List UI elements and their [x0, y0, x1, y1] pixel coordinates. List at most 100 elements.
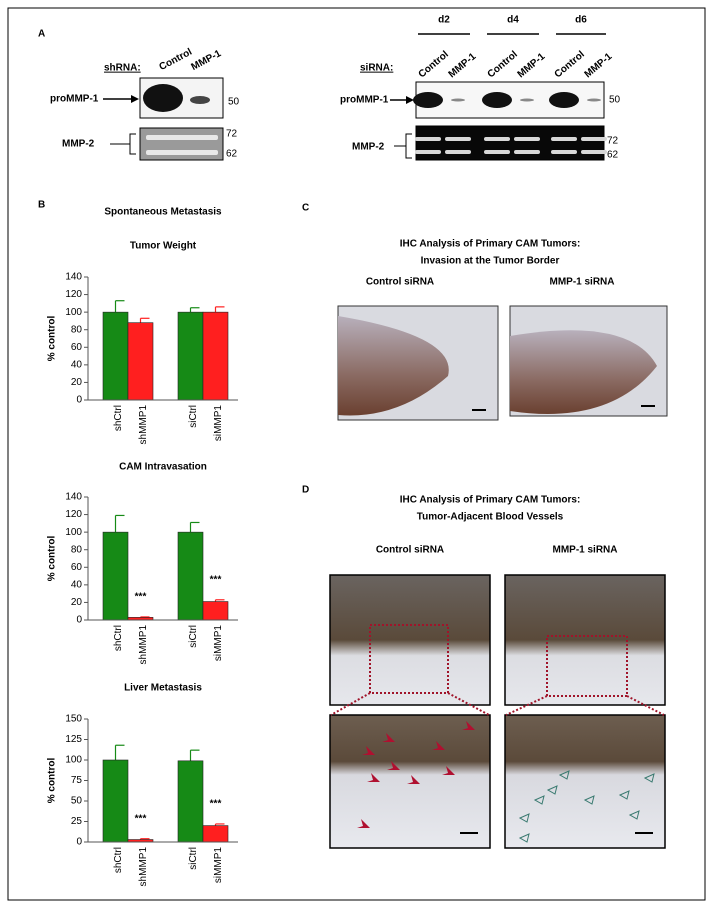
y-tick-label: 20 — [71, 597, 83, 608]
lane-label: Control — [157, 46, 194, 73]
x-tick-label: siMMP1 — [213, 405, 224, 442]
tissue — [510, 330, 657, 414]
panel-title: Spontaneous Metastasis — [104, 207, 222, 218]
blot-band — [587, 98, 601, 102]
x-tick-label: siMMP1 — [213, 847, 224, 884]
significance: *** — [135, 592, 147, 603]
y-tick-label: 60 — [71, 342, 83, 353]
marker-label: 72 — [226, 129, 238, 140]
significance: *** — [210, 799, 222, 810]
blot-band — [484, 150, 510, 154]
bar — [102, 531, 129, 621]
marker-label: 62 — [226, 149, 238, 160]
y-tick-label: 120 — [65, 289, 82, 300]
y-tick-label: 100 — [65, 755, 82, 766]
micrograph — [504, 714, 666, 849]
blot-band — [549, 92, 579, 108]
x-tick-label: shCtrl — [113, 847, 124, 873]
blot-band — [415, 150, 441, 154]
lane-label: Control — [486, 49, 520, 80]
panel-title: IHC Analysis of Primary CAM Tumors: — [400, 495, 581, 506]
lane-label: Control — [417, 49, 451, 80]
arrowhead-marker — [643, 773, 655, 783]
chart-title: CAM Intravasation — [119, 462, 207, 473]
y-tick-label: 140 — [65, 272, 82, 283]
y-tick-label: 40 — [71, 579, 83, 590]
micrograph — [329, 574, 491, 706]
arrowhead-marker — [533, 795, 545, 805]
bar — [177, 531, 204, 621]
lane-label: MMP-1 — [516, 51, 548, 80]
arrow-marker — [382, 733, 395, 742]
panel-title: Invasion at the Tumor Border — [421, 256, 560, 267]
inset-box — [369, 624, 449, 694]
blot-band — [551, 137, 577, 141]
bar — [127, 322, 154, 401]
significance: *** — [135, 813, 147, 824]
y-axis-label: % control — [47, 758, 58, 804]
lane-label: MMP-1 — [583, 51, 615, 80]
inset-connector — [626, 695, 665, 716]
y-tick-label: 60 — [71, 562, 83, 573]
arrow-marker — [357, 819, 370, 828]
panel-title: Tumor-Adjacent Blood Vessels — [417, 512, 564, 523]
y-axis-label: % control — [47, 316, 58, 362]
y-tick-label: 0 — [76, 395, 82, 406]
lane-label: MMP-1 — [189, 48, 223, 73]
x-tick-label: shCtrl — [113, 405, 124, 431]
blot-panel — [139, 127, 224, 161]
blot-label: shRNA: — [104, 63, 141, 74]
tissue — [338, 316, 449, 416]
blot-band — [143, 84, 183, 112]
blot-band — [146, 135, 218, 140]
arrow-marker — [442, 766, 455, 775]
day-label: d4 — [507, 15, 519, 26]
arrow-marker — [387, 761, 400, 770]
x-tick-label: shMMP1 — [138, 847, 149, 887]
y-axis-label: % control — [47, 536, 58, 582]
arrow-marker — [367, 773, 380, 782]
x-tick-label: shMMP1 — [138, 405, 149, 445]
y-tick-label: 100 — [65, 307, 82, 318]
arrow-head — [406, 96, 414, 104]
micrograph — [329, 714, 491, 849]
marker-label: 62 — [607, 150, 619, 161]
y-tick-label: 125 — [65, 734, 82, 745]
x-tick-label: siMMP1 — [213, 625, 224, 662]
blot-band — [413, 92, 443, 108]
blot-band — [445, 150, 471, 154]
bracket — [394, 133, 412, 159]
arrowhead-marker — [618, 790, 630, 800]
y-tick-label: 0 — [76, 837, 82, 848]
bar — [177, 311, 204, 401]
blot-band — [551, 150, 577, 154]
bracket — [110, 133, 136, 155]
inset-connector — [505, 695, 548, 716]
bar — [177, 760, 204, 843]
band-label: proMMP-1 — [50, 94, 99, 105]
inset-connector — [330, 692, 371, 716]
arrowhead-marker — [518, 813, 530, 823]
bar — [102, 311, 129, 401]
y-tick-label: 25 — [71, 816, 83, 827]
panel-title: IHC Analysis of Primary CAM Tumors: — [400, 239, 581, 250]
day-label: d2 — [438, 15, 450, 26]
y-tick-label: 20 — [71, 377, 83, 388]
band-label: MMP-2 — [62, 139, 95, 150]
y-tick-label: 100 — [65, 527, 82, 538]
lane-label: MMP-1 — [447, 51, 479, 80]
arrowhead-marker — [558, 770, 570, 780]
y-tick-label: 120 — [65, 509, 82, 520]
panel-label: B — [38, 200, 45, 211]
x-tick-label: siCtrl — [188, 405, 199, 428]
figure-border — [7, 7, 706, 901]
band-label: proMMP-1 — [340, 95, 389, 106]
blot-band — [451, 98, 465, 102]
panel-label: D — [302, 485, 309, 496]
y-tick-label: 0 — [76, 615, 82, 626]
arrowhead-marker — [518, 833, 530, 843]
x-tick-label: shMMP1 — [138, 625, 149, 665]
x-tick-label: shCtrl — [113, 625, 124, 651]
y-tick-label: 50 — [71, 796, 83, 807]
